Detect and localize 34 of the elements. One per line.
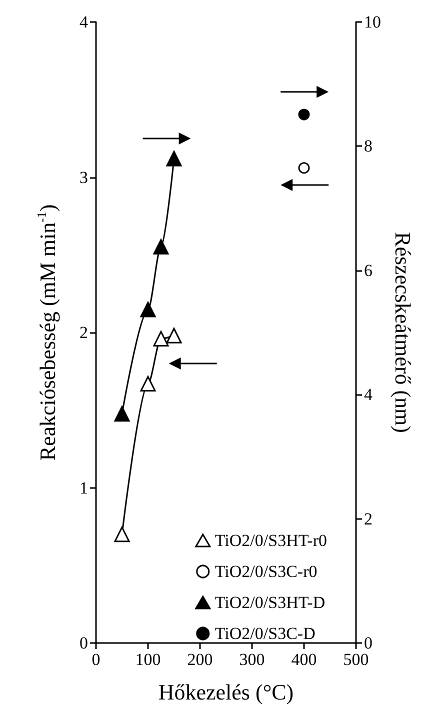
point — [298, 108, 310, 120]
y2-tick-label: 0 — [364, 634, 372, 652]
legend-label: TiO2/0/S3C-D — [214, 624, 316, 643]
x-tick-label: 400 — [291, 650, 317, 669]
point — [114, 406, 130, 422]
point — [140, 376, 156, 392]
point — [114, 526, 130, 542]
y-axis-title: Reakciósebesség (mM min-1) — [34, 204, 60, 461]
legend-label: TiO2/0/S3HT-D — [214, 593, 326, 612]
legend-label: TiO2/0/S3C-r0 — [214, 562, 318, 581]
x-tick-label: 100 — [135, 650, 161, 669]
point — [153, 239, 169, 255]
y-tick-label: 1 — [80, 478, 88, 498]
y-tick-label: 2 — [80, 323, 88, 342]
x-axis-title: Hőkezelés (°C) — [158, 680, 294, 704]
y-tick-label: 4 — [80, 12, 88, 32]
y-tick-label: 3 — [80, 168, 88, 187]
point — [140, 302, 156, 318]
point — [166, 328, 182, 344]
x-tick-label: 0 — [92, 650, 100, 669]
y2-tick-label: 10 — [364, 12, 381, 32]
x-tick-label: 300 — [239, 650, 265, 669]
point — [298, 162, 310, 174]
y2-tick-label: 4 — [364, 385, 373, 404]
point — [153, 330, 169, 346]
y-tick-label: 0 — [80, 634, 88, 652]
y2-tick-label: 6 — [364, 260, 372, 280]
y2-tick-label: 2 — [364, 509, 372, 528]
x-tick-label: 200 — [187, 650, 213, 669]
y2-axis-title: Részecskeátmérő (nm) — [390, 232, 416, 433]
y2-tick-label: 8 — [364, 136, 372, 156]
legend-label: TiO2/0/S3HT-r0 — [214, 531, 328, 550]
point — [166, 150, 182, 166]
x-tick-label: 500 — [343, 650, 369, 669]
